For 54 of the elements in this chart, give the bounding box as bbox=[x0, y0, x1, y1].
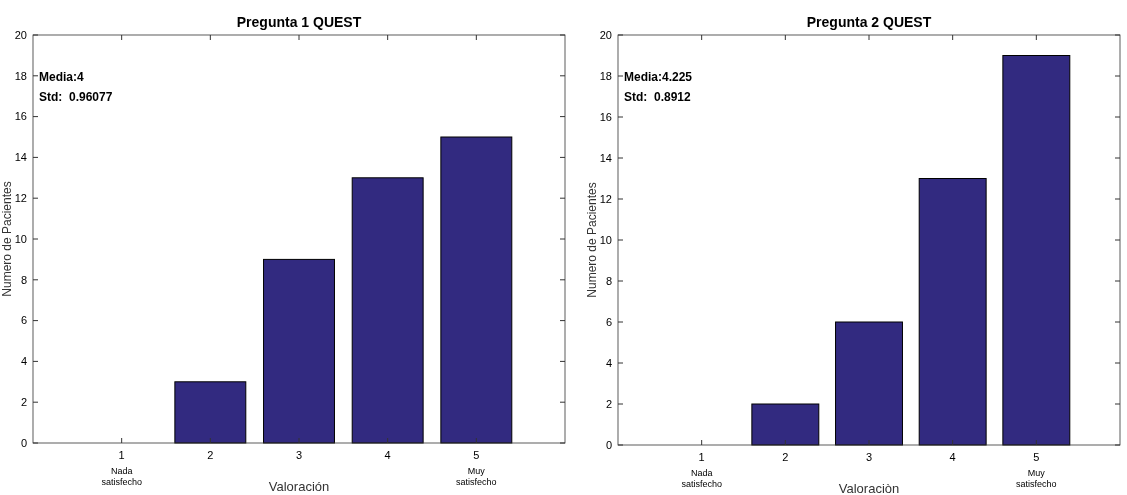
x-tick-label: 1 bbox=[118, 449, 125, 461]
annotation: Media:4 bbox=[39, 70, 84, 84]
y-tick-label: 6 bbox=[605, 315, 612, 328]
text: Nada satisfecho bbox=[681, 468, 722, 489]
y-tick-label: 18 bbox=[599, 69, 612, 82]
x-axis-title: Valoraciòn bbox=[838, 481, 900, 495]
y-axis-title: Numero de Pacientes bbox=[585, 182, 599, 298]
y-tick-label: 14 bbox=[599, 151, 612, 164]
bar bbox=[351, 177, 424, 444]
y-tick-label: 4 bbox=[605, 356, 612, 369]
y-tick-label: 18 bbox=[14, 69, 27, 82]
bar bbox=[835, 321, 903, 446]
y-tick-label: 10 bbox=[14, 232, 27, 245]
bar bbox=[918, 178, 987, 446]
y-tick-label: 16 bbox=[14, 110, 27, 123]
y-tick-label: 12 bbox=[599, 192, 612, 205]
annotation: Media:4.225 bbox=[624, 70, 693, 84]
text: Muy satisfecho bbox=[1016, 468, 1057, 489]
x-tick-label: 5 bbox=[1033, 451, 1040, 463]
y-tick-label: 20 bbox=[599, 28, 612, 41]
y-tick-label: 14 bbox=[14, 151, 27, 164]
y-tick-label: 4 bbox=[20, 355, 27, 368]
annotation: Std: 0.96077 bbox=[39, 90, 113, 104]
bar bbox=[440, 136, 513, 444]
x-tick-label: 5 bbox=[473, 449, 480, 461]
y-tick-label: 0 bbox=[20, 436, 27, 449]
x-tick-label: 4 bbox=[384, 449, 391, 461]
bar bbox=[174, 381, 247, 444]
y-tick-label: 0 bbox=[605, 438, 612, 451]
y-tick-label: 20 bbox=[14, 28, 27, 41]
y-tick-label: 8 bbox=[20, 273, 27, 286]
y-tick-label: 16 bbox=[599, 110, 612, 123]
bar bbox=[1002, 55, 1071, 446]
x-axis-title: Valoración bbox=[268, 479, 330, 494]
x-tick-label: 2 bbox=[207, 449, 214, 461]
text: Nada satisfecho bbox=[101, 466, 142, 487]
x-tick-label: 1 bbox=[698, 451, 705, 463]
y-tick-label: 2 bbox=[20, 396, 27, 409]
x-tick-label: 3 bbox=[295, 449, 303, 461]
y-tick-label: 2 bbox=[605, 397, 612, 410]
text: Muy satisfecho bbox=[456, 466, 497, 487]
y-axis-title: Numero de Pacientes bbox=[0, 181, 14, 297]
x-tick-label: 2 bbox=[782, 451, 789, 463]
y-tick-label: 10 bbox=[599, 233, 612, 246]
chart-title: Pregunta 1 QUEST bbox=[236, 14, 362, 30]
chart-title: Pregunta 2 QUEST bbox=[806, 14, 932, 30]
x-tick-label: 4 bbox=[949, 451, 956, 463]
bar bbox=[751, 403, 820, 446]
y-tick-label: 12 bbox=[14, 192, 27, 205]
y-tick-label: 8 bbox=[605, 274, 612, 287]
annotation: Std: 0.8912 bbox=[624, 90, 692, 104]
x-tick-label: 3 bbox=[865, 451, 873, 463]
bar bbox=[263, 258, 335, 444]
y-tick-label: 6 bbox=[20, 314, 27, 327]
